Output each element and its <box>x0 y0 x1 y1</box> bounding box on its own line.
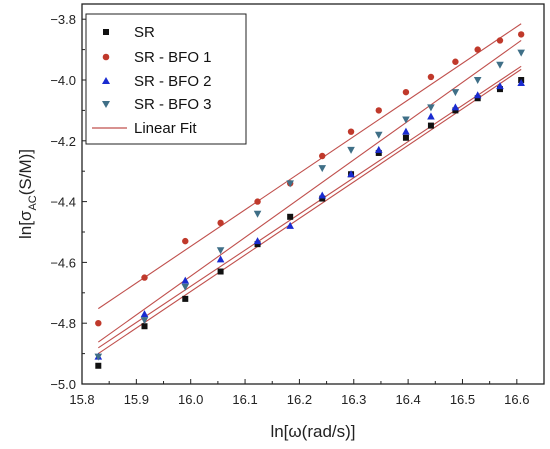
sr-point <box>427 122 434 129</box>
legend-marker-sr <box>103 29 109 35</box>
legend-marker-sr-bfo-2 <box>102 77 110 84</box>
sr-bfo-1-point <box>347 128 355 135</box>
linear-fit-line <box>98 65 522 349</box>
sr-bfo-3-point <box>140 317 149 325</box>
x-tick-label: 15.9 <box>124 392 149 407</box>
sr-bfo-3-point <box>496 61 504 69</box>
x-axis-title: ln[ω(rad/s)] <box>270 422 355 441</box>
sr-point <box>319 195 326 202</box>
sr-bfo-1-point <box>496 37 504 44</box>
x-tick-label: 16.6 <box>504 392 529 407</box>
sr-point <box>95 362 102 369</box>
legend-label-linear-fit: Linear Fit <box>134 120 197 137</box>
sr-bfo-1-point <box>517 31 525 38</box>
sr-bfo-2-point <box>496 82 504 90</box>
legend-label-sr-bfo-2: SR - BFO 2 <box>134 73 212 90</box>
sr-bfo-2-point <box>181 276 190 284</box>
y-tick-label: −4.2 <box>50 134 76 149</box>
sr-bfo-2-point <box>473 91 482 99</box>
sr-bfo-2-point <box>318 191 327 199</box>
sr-bfo-2-point <box>451 103 460 111</box>
sr-point <box>141 323 148 330</box>
sr-point <box>287 213 294 220</box>
y-axis-title: ln[σAC(S/M)] <box>16 149 39 239</box>
sr-bfo-2-point <box>347 170 355 178</box>
data-markers <box>94 31 525 369</box>
sr-bfo-3-point <box>94 353 103 361</box>
sr-bfo-3-point <box>473 77 482 84</box>
sr-bfo-1-point <box>427 73 435 81</box>
sr-bfo-3-point <box>427 104 435 112</box>
y-axis-title-prefix: ln[σ <box>16 210 35 239</box>
sr-bfo-3-point <box>253 210 262 218</box>
sr-point <box>474 95 481 102</box>
sr-bfo-2-point <box>517 79 525 87</box>
sr-bfo-3-point <box>374 131 383 139</box>
legend-marker-sr-bfo-1 <box>102 53 110 61</box>
sr-bfo-1-point <box>452 58 459 65</box>
legend-label-sr-bfo-3: SR - BFO 3 <box>134 96 212 113</box>
sr-bfo-1-point <box>141 274 148 281</box>
x-axis-ticks: 15.8 15.9 16.0 16.1 16.2 16.3 16.4 16.5 16.6 <box>69 379 529 407</box>
sr-bfo-2-point <box>374 145 383 153</box>
sr-bfo-1-point <box>95 320 102 327</box>
sr-bfo-3-point <box>347 146 355 154</box>
sr-bfo-3-point <box>181 283 190 291</box>
legend-marker-sr-bfo-3 <box>102 101 110 108</box>
legend: SR SR - BFO 1 SR - BFO 2 SR - BFO 3 Line… <box>85 13 247 145</box>
x-tick-label: 16.5 <box>450 392 475 407</box>
y-tick-label: −4.8 <box>50 316 76 331</box>
sr-bfo-3-point <box>451 89 460 97</box>
y-tick-label: −3.8 <box>50 12 76 27</box>
sr-bfo-3-point <box>517 49 525 57</box>
x-tick-label: 16.0 <box>178 392 203 407</box>
sr-point <box>402 134 409 141</box>
legend-box <box>85 13 247 145</box>
sr-point <box>182 295 189 302</box>
legend-label-sr: SR <box>134 24 155 41</box>
sr-bfo-1-point <box>319 152 326 160</box>
sr-bfo-1-point <box>182 237 189 245</box>
sr-bfo-1-point <box>402 88 410 96</box>
sr-point <box>496 86 503 93</box>
y-axis-title-suffix: (S/M)] <box>16 149 35 195</box>
linear-fit-line <box>97 68 522 355</box>
plot-frame <box>81 3 545 385</box>
x-tick-label: 16.3 <box>341 392 366 407</box>
sr-bfo-1-point <box>217 219 224 227</box>
sr-point <box>375 149 382 156</box>
legend-label-sr-bfo-1: SR - BFO 1 <box>134 49 212 66</box>
sr-bfo-2-point <box>253 237 262 245</box>
sr-bfo-1-point <box>474 46 481 53</box>
linear-fit-line <box>97 23 522 310</box>
sr-bfo-3-point <box>286 180 294 188</box>
sr-bfo-2-point <box>286 221 294 229</box>
sr-bfo-2-point <box>427 112 435 120</box>
x-tick-label: 15.8 <box>69 392 94 407</box>
y-axis-title-subscript: AC <box>27 195 39 210</box>
y-tick-label: −5.0 <box>50 377 76 392</box>
sr-point <box>217 268 224 275</box>
sr-bfo-3-point <box>216 247 225 255</box>
sr-bfo-2-point <box>140 310 149 318</box>
y-tick-label: −4.4 <box>50 195 76 210</box>
y-tick-label: −4.0 <box>50 73 76 88</box>
sr-bfo-3-point <box>318 165 327 173</box>
sr-bfo-2-point <box>216 255 225 263</box>
x-tick-label: 16.4 <box>395 392 420 407</box>
y-axis-ticks: −3.8 −4.0 −4.2 −4.4 −4.6 −4.8 −5.0 <box>50 12 87 392</box>
y-tick-label: −4.6 <box>50 255 76 270</box>
sr-bfo-2-point <box>402 127 410 135</box>
sr-bfo-1-point <box>375 107 382 114</box>
linear-fit-line <box>97 40 522 343</box>
sr-bfo-1-point <box>254 198 261 205</box>
x-tick-label: 16.2 <box>287 392 312 407</box>
x-tick-label: 16.1 <box>232 392 257 407</box>
sr-bfo-3-point <box>402 116 410 124</box>
fit-lines <box>97 23 522 355</box>
sr-point <box>254 241 261 248</box>
sr-point <box>452 107 459 114</box>
